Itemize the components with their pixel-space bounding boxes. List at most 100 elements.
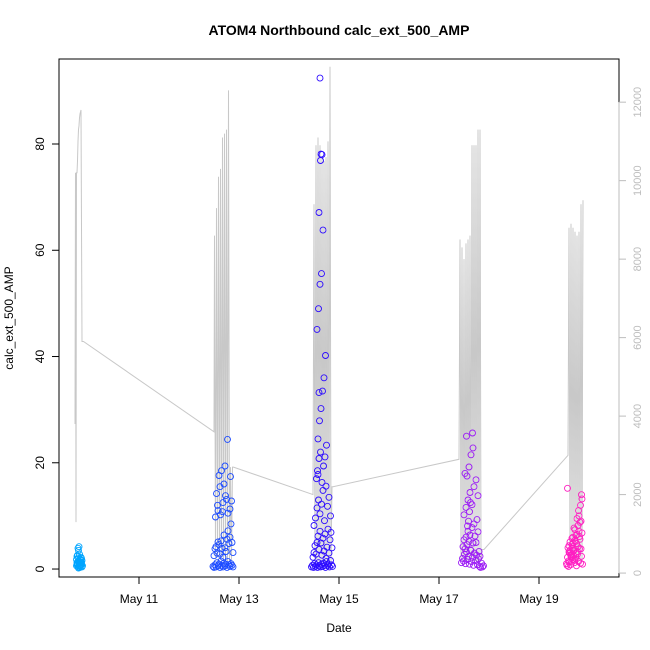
data-point [462, 503, 470, 511]
data-point [574, 548, 581, 555]
data-point [480, 562, 487, 570]
data-point [467, 451, 475, 459]
data-point [227, 520, 235, 528]
data-point [317, 150, 325, 158]
data-point [459, 543, 467, 551]
data-point [312, 514, 319, 522]
data-point [78, 563, 86, 571]
data-point [467, 546, 475, 554]
data-point [322, 352, 329, 359]
data-point [467, 499, 474, 507]
data-point [469, 539, 477, 547]
data-point [318, 270, 325, 278]
data-point [462, 560, 469, 568]
data-point [219, 553, 227, 561]
data-point [468, 524, 476, 532]
data-point [474, 492, 482, 500]
y2-tick-label: 6000 [632, 325, 644, 349]
y-tick-label: 40 [33, 350, 47, 364]
data-point [472, 476, 480, 484]
data-point [564, 484, 571, 492]
data-point [227, 473, 234, 481]
data-point [465, 463, 473, 471]
data-point [313, 475, 320, 483]
data-point [327, 528, 335, 536]
x-tick-label: May 11 [120, 592, 159, 606]
data-point [209, 562, 217, 570]
data-point [319, 226, 327, 234]
data-point [466, 531, 474, 539]
y2-tick-label: 8000 [632, 247, 644, 271]
data-point [315, 389, 323, 397]
data-point [317, 539, 325, 547]
data-point [316, 417, 323, 425]
data-point [218, 467, 225, 475]
data-point [324, 502, 331, 510]
data-point [323, 543, 331, 551]
data-point [322, 554, 330, 562]
data-point [327, 557, 334, 564]
data-point [468, 501, 476, 509]
data-point [463, 432, 470, 440]
data-point [318, 478, 326, 486]
data-point [572, 537, 579, 545]
data-point [576, 533, 583, 541]
data-point [323, 441, 330, 449]
chart-title: ATOM4 Northbound calc_ext_500_AMP [209, 22, 470, 38]
data-point [466, 508, 473, 516]
data-point [325, 493, 333, 501]
data-point [224, 527, 232, 535]
data-point [319, 387, 326, 395]
data-point [222, 548, 230, 555]
data-point [313, 504, 321, 512]
data-point [465, 537, 473, 545]
data-point [213, 549, 221, 557]
data-point [578, 552, 585, 560]
data-point [224, 509, 232, 517]
data-point [325, 549, 333, 557]
data-point [317, 405, 325, 413]
x-axis-label: Date [326, 621, 352, 635]
data-point [314, 435, 322, 443]
data-point [77, 556, 84, 563]
data-point [329, 562, 336, 570]
data-point [578, 491, 585, 499]
data-point [316, 74, 324, 82]
data-point [315, 209, 323, 216]
data-point [326, 536, 334, 544]
data-point [228, 539, 236, 546]
data-point [479, 563, 486, 571]
data-point [569, 544, 576, 552]
y2-tick-label: 4000 [632, 404, 644, 428]
y-tick-label: 0 [33, 565, 47, 572]
x-tick-label: May 15 [319, 592, 359, 606]
data-point [469, 444, 477, 452]
data-point [316, 510, 324, 518]
data-point [313, 539, 321, 546]
data-point [217, 511, 224, 519]
data-point [313, 325, 321, 333]
data-point [474, 528, 482, 536]
data-point [472, 539, 480, 546]
data-point [222, 492, 229, 500]
data-point [576, 535, 584, 543]
y2-tick-label: 10000 [632, 165, 644, 196]
data-point [219, 499, 227, 507]
data-point [213, 490, 220, 498]
data-point [461, 550, 468, 558]
data-point [221, 544, 229, 552]
data-point [214, 501, 221, 509]
data-point [570, 524, 578, 532]
data-point [328, 544, 336, 552]
data-point [458, 559, 465, 567]
data-point [76, 559, 84, 567]
data-point [322, 482, 330, 490]
data-point [470, 483, 478, 491]
data-point [563, 561, 571, 569]
data-point [464, 527, 472, 535]
plot-frame [58, 58, 620, 578]
x-tick-label: May 19 [519, 592, 559, 606]
data-point [318, 500, 325, 508]
data-point [221, 462, 229, 470]
data-point [321, 453, 329, 461]
